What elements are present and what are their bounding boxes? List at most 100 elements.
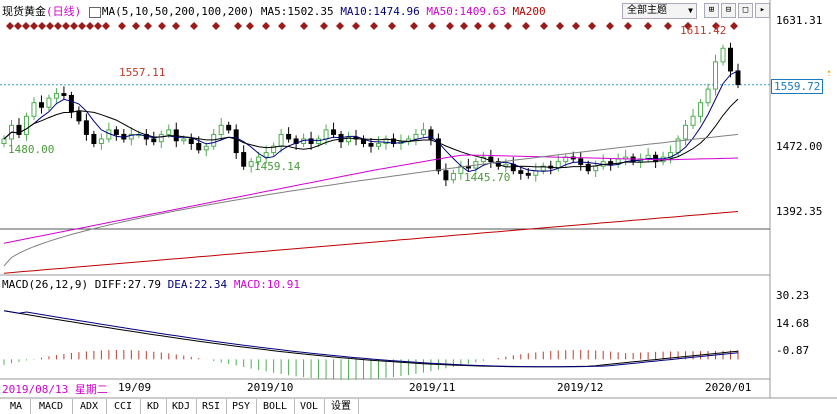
candle-body (68, 94, 74, 113)
zoom-in-icon[interactable]: ⊞ (704, 3, 719, 18)
event-marker (118, 22, 126, 30)
event-marker (212, 22, 220, 30)
candle-body (720, 47, 726, 63)
candle-body (256, 156, 262, 163)
candle-body (196, 143, 202, 151)
high-annotation: 1611.42 (680, 24, 727, 37)
candle-body (128, 133, 134, 140)
event-marker (46, 22, 54, 30)
tab-ma[interactable]: MA (2, 399, 31, 414)
candle-body (158, 133, 164, 143)
ma50-line (3, 154, 739, 244)
macd-dea-line (3, 310, 739, 368)
peak-annotation: 1557.11 (119, 66, 166, 79)
chevron-down-icon: ▼ (688, 6, 693, 15)
ma50-value: MA50:1409.63 (426, 5, 506, 18)
event-marker (684, 22, 692, 30)
candle-body (555, 161, 561, 169)
candle-body (286, 133, 292, 140)
tab-kd[interactable]: KD (140, 399, 167, 414)
tab-rsi[interactable]: RSI (196, 399, 227, 414)
event-marker (300, 22, 308, 30)
macd-params: MACD(26,12,9) (2, 278, 89, 291)
candle-body (420, 129, 426, 135)
event-marker (446, 22, 454, 30)
candle-body (226, 124, 232, 131)
candle-body (181, 138, 187, 142)
ma-params: MA(5,10,50,200,100,200) (101, 5, 255, 18)
event-marker (86, 22, 94, 30)
candle-body (428, 129, 434, 140)
macd-tick: -0.87 (776, 344, 810, 357)
tab-vol[interactable]: VOL (294, 399, 325, 414)
candle-body (525, 172, 531, 176)
candle-body (166, 129, 172, 135)
candle-body (593, 165, 599, 172)
event-marker (14, 22, 22, 30)
current-price-badge: 1559.72 (771, 79, 824, 94)
candle-body (480, 156, 486, 163)
tab-adx[interactable]: ADX (72, 399, 107, 414)
candle-body (435, 138, 441, 172)
event-marker (730, 22, 738, 30)
candle-body (1, 138, 7, 144)
price-tick: 1472.00 (776, 140, 823, 153)
event-marker (488, 22, 496, 30)
event-marker (6, 22, 14, 30)
candle-body (91, 133, 97, 144)
candle-body (518, 170, 524, 174)
theme-select[interactable]: 全部主题 ▼ (622, 3, 697, 19)
event-marker (336, 22, 344, 30)
candle-body (113, 129, 119, 135)
candle-body (683, 124, 689, 140)
tab-设置[interactable]: 设置 (324, 399, 359, 414)
event-marker (70, 22, 78, 30)
instrument-title: 现货黄金 (2, 5, 46, 18)
event-marker (144, 22, 152, 30)
candle-body (690, 115, 696, 126)
price-marker-icon: ⇡ (826, 68, 833, 79)
tab-boll[interactable]: BOLL (256, 399, 295, 414)
event-marker (38, 22, 46, 30)
event-marker (388, 22, 396, 30)
candle-body (443, 170, 449, 181)
event-marker (78, 22, 86, 30)
candle-body (16, 124, 22, 135)
tab-cci[interactable]: CCI (106, 399, 141, 414)
candle-body (503, 163, 509, 167)
restore-icon[interactable]: ⊟ (721, 3, 736, 18)
event-marker (132, 22, 140, 30)
candle-body (46, 97, 52, 108)
ma5-line (3, 70, 739, 173)
scroll-right-icon[interactable]: ▸ (755, 3, 770, 18)
indicator-toggle-icon[interactable] (88, 6, 101, 18)
candle-body (98, 138, 104, 144)
tab-kdj[interactable]: KDJ (166, 399, 197, 414)
candle-body (698, 102, 704, 117)
event-marker (572, 22, 580, 30)
time-label: 2020/01 (705, 381, 752, 394)
tab-macd[interactable]: MACD (30, 399, 73, 414)
event-marker (190, 22, 198, 30)
macd-tick: 14.68 (776, 317, 810, 330)
event-marker (22, 22, 30, 30)
candle-body (728, 47, 734, 72)
macd-header: MACD(26,12,9) DIFF:27.79 DEA:22.34 MACD:… (2, 278, 300, 291)
candle-body (308, 138, 314, 144)
event-marker (522, 22, 530, 30)
header-bar: 现货黄金(日线) MA(5,10,50,200,100,200) MA5:150… (2, 3, 546, 19)
event-marker (158, 22, 166, 30)
tab-psy[interactable]: PSY (226, 399, 257, 414)
maximize-icon[interactable]: □ (738, 3, 753, 18)
event-marker (588, 22, 596, 30)
event-marker (556, 22, 564, 30)
time-label: 2019/12 (557, 381, 604, 394)
candle-body (375, 143, 381, 147)
candle-body (278, 133, 284, 147)
event-marker (460, 22, 468, 30)
candle-body (233, 129, 239, 154)
candle-body (331, 129, 337, 135)
candle-body (368, 143, 374, 147)
trough-annotation: 1445.70 (464, 171, 511, 184)
